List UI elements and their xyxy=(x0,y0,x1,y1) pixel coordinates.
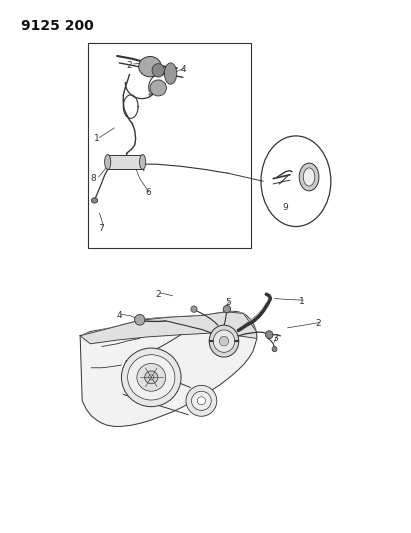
Ellipse shape xyxy=(152,63,164,77)
Ellipse shape xyxy=(192,391,211,410)
Text: 1: 1 xyxy=(299,297,305,305)
Ellipse shape xyxy=(223,305,231,313)
Ellipse shape xyxy=(139,155,146,169)
Polygon shape xyxy=(80,312,257,344)
Ellipse shape xyxy=(145,371,158,384)
Text: 8: 8 xyxy=(91,174,97,183)
Text: 1: 1 xyxy=(94,134,99,143)
Text: 3: 3 xyxy=(272,334,278,343)
Text: 4: 4 xyxy=(180,65,186,74)
Ellipse shape xyxy=(219,336,229,346)
Text: 7: 7 xyxy=(98,224,104,232)
Text: 9125 200: 9125 200 xyxy=(21,19,93,33)
Ellipse shape xyxy=(209,325,239,357)
Ellipse shape xyxy=(303,168,315,186)
Ellipse shape xyxy=(266,330,273,339)
Text: 2: 2 xyxy=(155,290,161,298)
Ellipse shape xyxy=(139,56,161,77)
Polygon shape xyxy=(80,311,257,426)
Bar xyxy=(108,155,143,169)
Text: 4: 4 xyxy=(116,311,122,320)
Text: 5: 5 xyxy=(225,298,231,307)
Text: 2: 2 xyxy=(127,61,132,69)
Ellipse shape xyxy=(137,364,166,391)
Ellipse shape xyxy=(213,330,235,352)
Ellipse shape xyxy=(299,163,319,191)
Ellipse shape xyxy=(91,198,98,203)
Ellipse shape xyxy=(135,314,145,325)
Ellipse shape xyxy=(104,155,111,169)
Ellipse shape xyxy=(197,397,206,405)
Ellipse shape xyxy=(127,355,175,400)
Text: 6: 6 xyxy=(145,189,151,197)
Ellipse shape xyxy=(186,385,217,416)
Ellipse shape xyxy=(149,375,154,379)
Ellipse shape xyxy=(122,348,181,407)
Ellipse shape xyxy=(150,80,166,96)
FancyArrowPatch shape xyxy=(150,84,164,94)
Text: 9: 9 xyxy=(283,204,289,212)
Ellipse shape xyxy=(164,63,177,84)
Text: 2: 2 xyxy=(316,319,321,328)
Ellipse shape xyxy=(272,346,277,352)
Ellipse shape xyxy=(191,306,197,312)
Bar xyxy=(88,43,251,248)
